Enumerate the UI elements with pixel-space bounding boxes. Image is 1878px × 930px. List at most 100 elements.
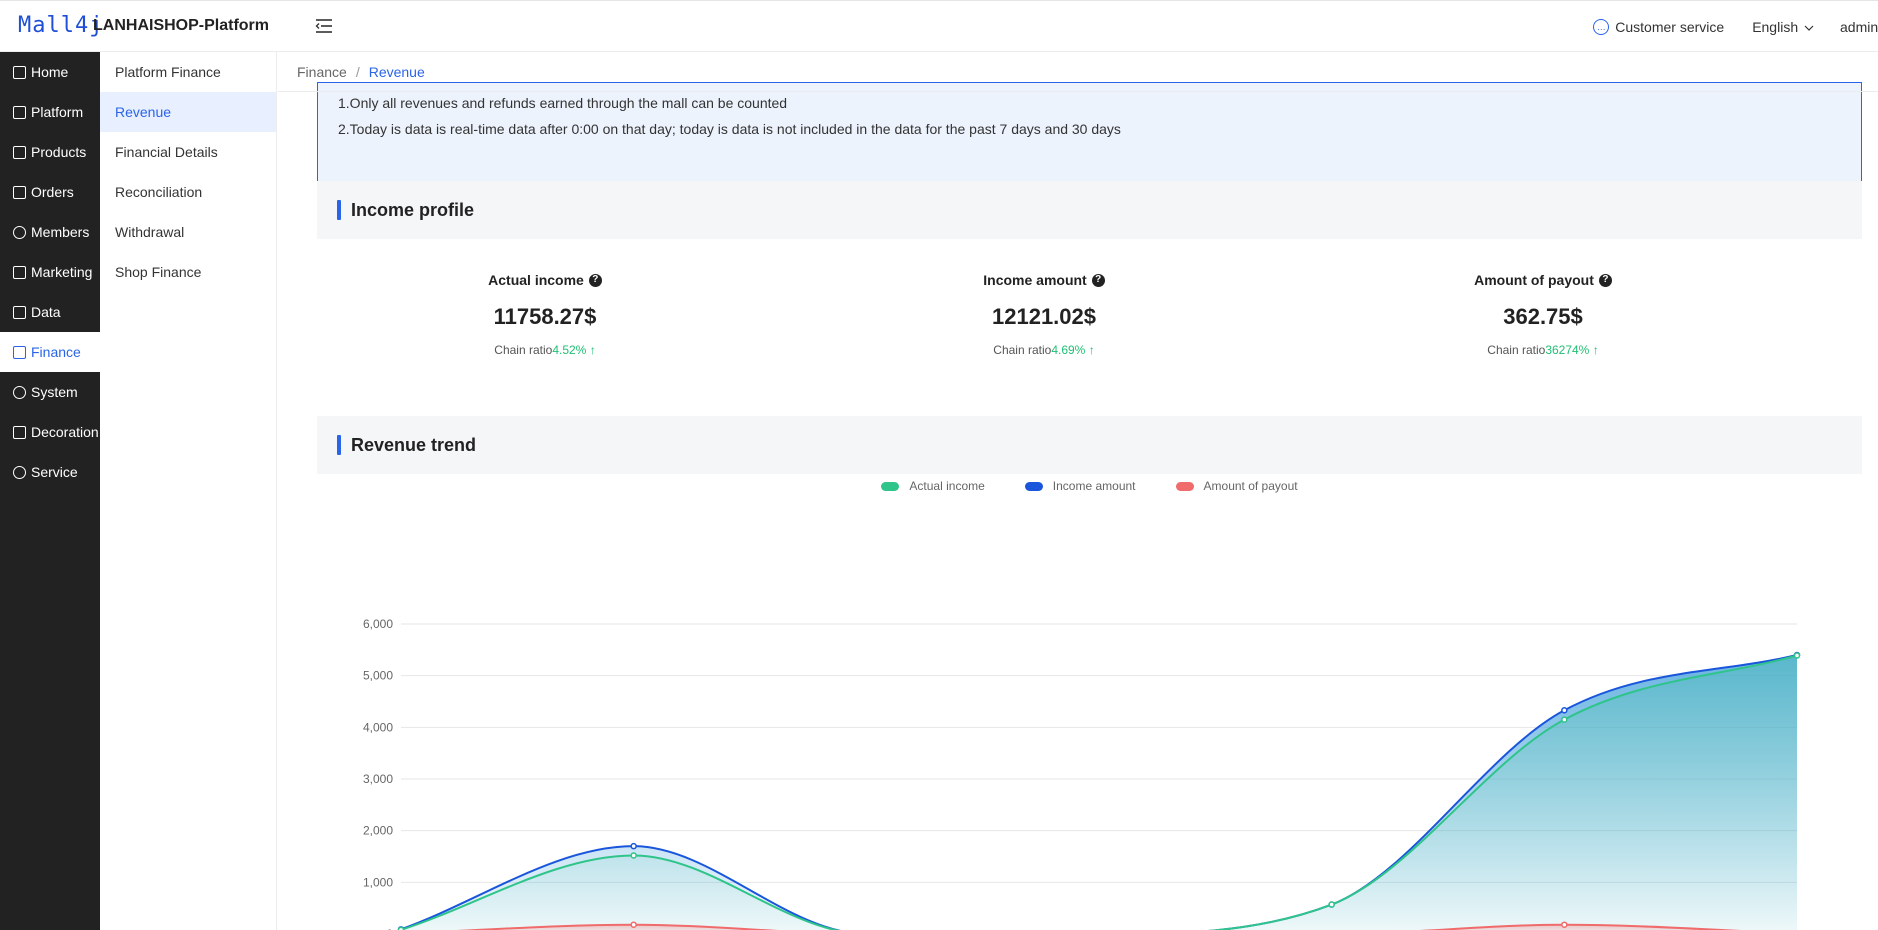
sidebar-item-system[interactable]: System	[0, 372, 100, 412]
sidebar: Home Platform Products Orders Members Ma…	[0, 52, 100, 930]
chain-ratio-label: Chain ratio	[1487, 343, 1546, 357]
sidebar-item-label: Service	[31, 464, 78, 480]
sidebar-item-platform[interactable]: Platform	[0, 92, 100, 132]
logo: Mall4j	[18, 13, 104, 38]
stat-value: 11758.27$	[493, 304, 597, 329]
area-actual-income	[401, 655, 1797, 930]
top-bar: Mall4j LANHAISHOP-Platform … Customer se…	[0, 0, 1878, 52]
chart-plot: 6,0005,0004,0003,0002,0001,00002024-05-2…	[363, 617, 1801, 930]
help-icon[interactable]: ?	[588, 273, 602, 287]
document-icon	[13, 185, 26, 199]
arrow-up-icon: ↑	[1088, 343, 1095, 357]
stat-label: Income amount	[983, 272, 1087, 288]
legend-label: Actual income	[909, 479, 985, 493]
chain-ratio-label: Chain ratio	[494, 343, 553, 357]
subnav-item-financial-details[interactable]: Financial Details	[115, 144, 218, 160]
sidebar-item-service[interactable]: Service	[0, 452, 100, 492]
sidebar-item-label: Decoration	[31, 424, 99, 440]
chat-icon	[13, 465, 26, 479]
sidebar-item-products[interactable]: Products	[0, 132, 100, 172]
help-icon[interactable]: ?	[1091, 273, 1105, 287]
section-title: Revenue trend	[351, 434, 477, 455]
language-dropdown[interactable]: English	[1752, 19, 1814, 35]
sidebar-item-label: Platform	[31, 104, 84, 120]
stat-label: Actual income	[488, 272, 584, 288]
sidebar-item-label: Finance	[31, 344, 81, 360]
legend-label: Amount of payout	[1203, 479, 1298, 493]
customer-service-label: Customer service	[1615, 19, 1725, 35]
y-tick-label: 2,000	[363, 824, 393, 838]
arrow-up-icon: ↑	[589, 343, 596, 357]
subnav-item-reconciliation[interactable]: Reconciliation	[115, 184, 203, 200]
chat-icon: …	[1593, 19, 1610, 35]
gear-icon	[13, 385, 26, 399]
stat-income-amount: Income amount? 12121.02$ Chain ratio4.69…	[894, 272, 1194, 357]
sidebar-item-decoration[interactable]: Decoration	[0, 412, 100, 452]
sidebar-item-members[interactable]: Members	[0, 212, 100, 252]
subnav-item-platform-finance[interactable]: Platform Finance	[115, 64, 221, 80]
sidebar-item-label: Marketing	[31, 264, 93, 280]
legend-swatch	[1175, 481, 1194, 491]
legend-item-amount-of-payout[interactable]: Amount of payout	[1175, 476, 1298, 496]
subnav-item-revenue[interactable]: Revenue	[100, 92, 276, 132]
chain-ratio-label: Chain ratio	[993, 343, 1052, 357]
user-menu[interactable]: admin	[1840, 19, 1878, 35]
notice-line-2: 2.Today is data is real-time data after …	[338, 121, 1121, 137]
gift-icon	[13, 265, 26, 279]
sidebar-item-data[interactable]: Data	[0, 292, 100, 332]
y-tick-label: 1,000	[363, 875, 393, 889]
y-tick-label: 3,000	[363, 772, 393, 786]
chain-ratio-value: 36274%	[1545, 343, 1590, 357]
legend-item-income-amount[interactable]: Income amount	[1024, 476, 1136, 496]
data-point-actual-income	[1561, 716, 1568, 723]
users-icon	[13, 225, 26, 239]
chain-ratio-value: 4.69%	[1051, 343, 1086, 357]
help-icon[interactable]: ?	[1598, 273, 1612, 287]
sidebar-item-label: System	[31, 384, 78, 400]
breadcrumb-separator: /	[355, 63, 360, 80]
breadcrumb-current: Revenue	[368, 63, 425, 80]
section-accent-bar	[337, 200, 341, 220]
menu-collapse-icon[interactable]	[315, 17, 333, 35]
sidebar-item-home[interactable]: Home	[0, 52, 100, 92]
y-tick-label: 6,000	[363, 617, 393, 631]
revenue-trend-header: Revenue trend	[317, 416, 1862, 474]
stat-value: 362.75$	[1503, 304, 1583, 329]
sidebar-item-label: Members	[31, 224, 90, 240]
data-point-actual-income	[1328, 901, 1335, 908]
breadcrumb-parent[interactable]: Finance	[297, 63, 347, 80]
home-icon	[13, 65, 26, 79]
stat-amount-of-payout: Amount of payout? 362.75$ Chain ratio362…	[1393, 272, 1693, 357]
data-point-amount-of-payout	[630, 921, 637, 928]
legend-swatch	[1024, 481, 1043, 491]
subnav-item-shop-finance[interactable]: Shop Finance	[115, 264, 202, 280]
data-point-actual-income	[630, 852, 637, 859]
sidebar-item-label: Data	[31, 304, 61, 320]
language-label: English	[1752, 19, 1799, 35]
section-title: Income profile	[351, 199, 475, 220]
arrow-up-icon: ↑	[1592, 343, 1599, 357]
income-stats: Actual income? 11758.27$ Chain ratio4.52…	[317, 272, 1862, 392]
data-point-income-amount	[630, 842, 637, 850]
chart-legend: Actual income Income amount Amount of pa…	[317, 476, 1862, 496]
finance-icon	[13, 345, 26, 359]
sidebar-item-orders[interactable]: Orders	[0, 172, 100, 212]
sidebar-item-finance[interactable]: Finance	[0, 332, 100, 372]
section-accent-bar	[337, 435, 341, 455]
legend-label: Income amount	[1052, 479, 1136, 493]
y-tick-label: 0	[386, 927, 393, 930]
sidebar-item-marketing[interactable]: Marketing	[0, 252, 100, 292]
stat-label: Amount of payout	[1474, 272, 1594, 288]
monitor-icon	[13, 105, 26, 119]
chain-ratio-value: 4.52%	[552, 343, 587, 357]
chevron-down-icon	[1804, 25, 1814, 31]
sidebar-item-label: Orders	[31, 184, 74, 200]
stat-value: 12121.02$	[992, 304, 1096, 329]
main-content: 1.Only all revenues and refunds earned t…	[278, 52, 1878, 930]
breadcrumb: Finance / Revenue	[278, 52, 1878, 92]
customer-service-button[interactable]: … Customer service	[1593, 19, 1724, 35]
subnav-item-withdrawal[interactable]: Withdrawal	[115, 224, 185, 240]
finance-subnav: Platform Finance Revenue Financial Detai…	[100, 52, 277, 930]
revenue-trend-chart: Actual income Income amount Amount of pa…	[317, 476, 1862, 930]
legend-item-actual-income[interactable]: Actual income	[881, 476, 985, 496]
